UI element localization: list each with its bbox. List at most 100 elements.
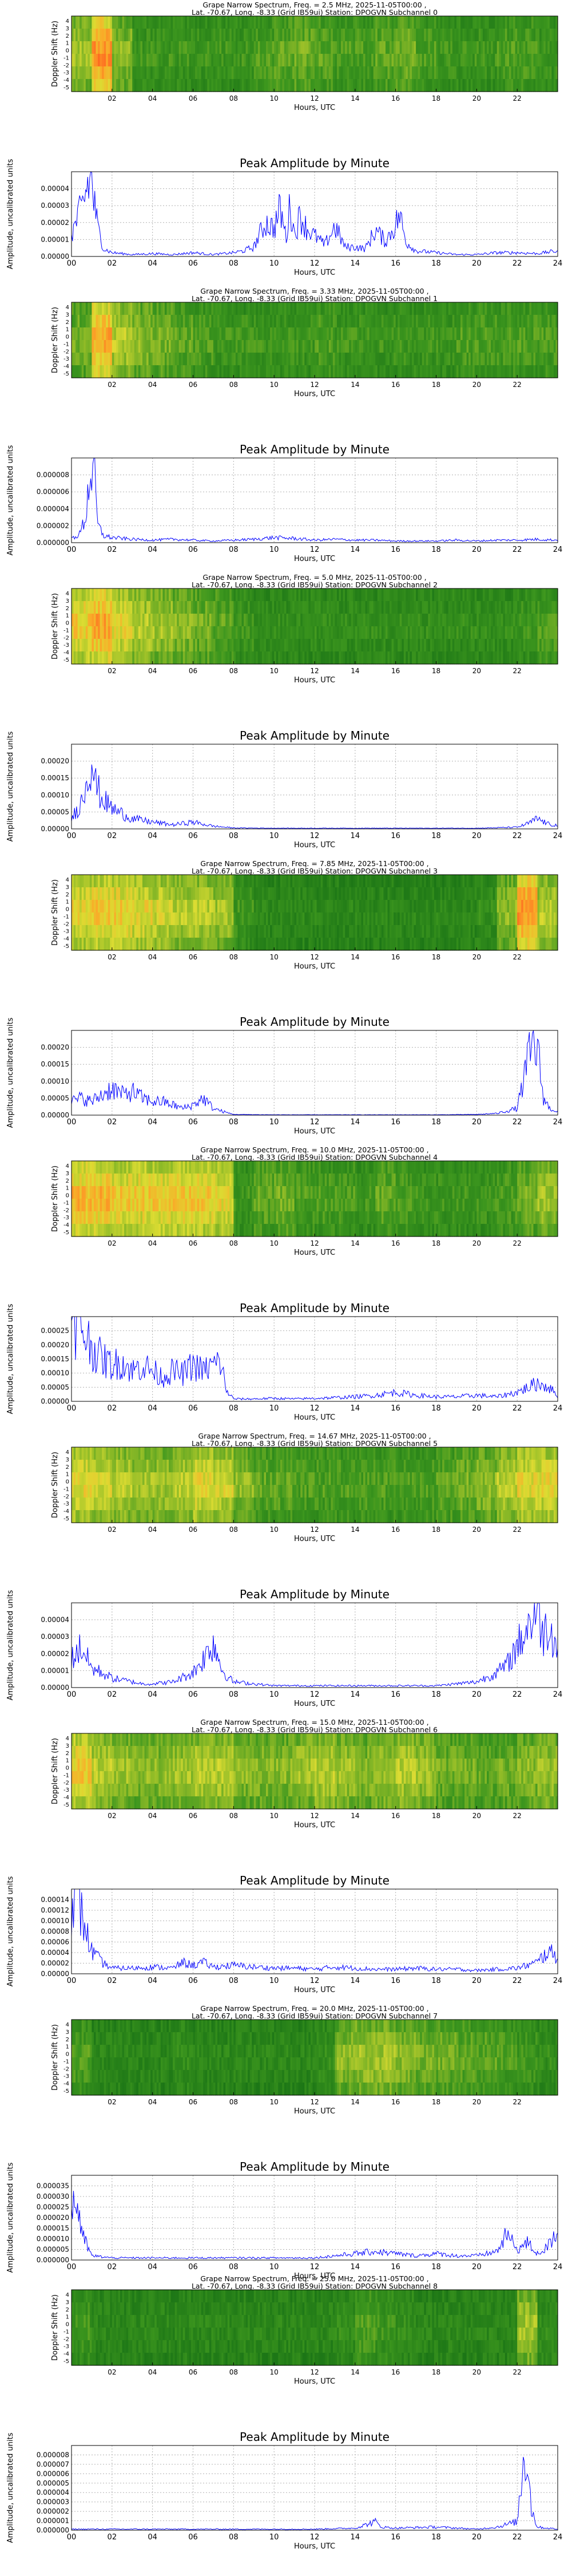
spectrogram-cell xyxy=(416,601,419,614)
spectrogram-cell xyxy=(365,29,368,42)
spectrogram-cell xyxy=(373,54,376,67)
spectrogram-cell xyxy=(555,302,558,315)
spectrogram-cell xyxy=(190,601,194,614)
spectrogram-cell xyxy=(174,66,177,80)
spectrogram-cell xyxy=(266,353,269,366)
spectrogram-cell xyxy=(201,41,204,54)
spectrogram-cell xyxy=(156,912,159,926)
spectrogram-cell xyxy=(205,302,208,315)
spectrogram-cell xyxy=(278,66,281,80)
spectrogram-cell xyxy=(412,651,415,665)
spectrogram-cell xyxy=(414,41,416,54)
spectrogram-cell xyxy=(341,614,344,627)
spectrogram-cell xyxy=(345,365,348,378)
spectrogram-cell xyxy=(422,601,424,614)
spectrogram-cell xyxy=(221,54,224,67)
spectrogram-cell xyxy=(387,327,390,341)
spectrogram-cell xyxy=(162,41,165,54)
spectrogram-cell xyxy=(128,639,131,652)
spectrogram-cell xyxy=(454,327,457,341)
spectrogram-chart: 02 04 06 08 10 12 14 16 18 20 2243210-1-2-3-4-5Hou… xyxy=(51,874,558,971)
spectrogram-cell xyxy=(270,41,273,54)
spectrogram-cell xyxy=(327,79,329,92)
spectrogram-cell xyxy=(394,29,396,42)
spectrogram-cell xyxy=(349,315,352,328)
spectrogram-cell xyxy=(124,29,127,42)
spectrogram-cell xyxy=(302,29,305,42)
spectrogram-cell xyxy=(186,365,190,378)
spectrogram-cell xyxy=(332,79,336,92)
spectrogram-cell xyxy=(476,639,479,652)
spectrogram-cell xyxy=(257,639,260,652)
spectrogram-cell xyxy=(77,938,80,951)
spectrogram-cell xyxy=(132,588,135,602)
x-tick-label: 08 xyxy=(229,667,238,675)
spectrogram-cell xyxy=(106,315,109,328)
spectrogram-cell xyxy=(92,79,94,92)
spectrogram-cell xyxy=(201,614,204,627)
spectrogram-cell xyxy=(406,54,408,67)
spectrogram-cell xyxy=(266,54,269,67)
y-tick-label: 4 xyxy=(66,18,69,25)
spectrogram-cell xyxy=(110,639,113,652)
spectrogram-cell xyxy=(347,601,349,614)
spectrogram-cell xyxy=(454,651,457,665)
spectrogram-cell xyxy=(239,54,243,67)
amplitude-chart: 00 02 04 06 08 10 12 14 16 18 20 22 240.000000.00005… xyxy=(6,731,562,850)
spectrogram-cell xyxy=(410,79,412,92)
spectrogram-cell xyxy=(276,614,279,627)
spectrogram-cell xyxy=(345,588,348,602)
spectrogram-cell xyxy=(199,601,202,614)
spectrogram-cell xyxy=(390,29,392,42)
spectrogram-cell xyxy=(416,16,419,29)
spectrogram-cell xyxy=(282,651,285,665)
spectrogram-cell xyxy=(266,79,269,92)
spectrogram-cell xyxy=(116,588,119,602)
spectrogram-cell xyxy=(335,66,337,80)
spectrogram-cell xyxy=(495,651,498,665)
spectrogram-cell xyxy=(276,651,279,665)
spectrogram-cell xyxy=(81,79,84,92)
spectrogram-cell xyxy=(219,41,222,54)
spectrogram-cell xyxy=(328,340,331,353)
spectrogram-cell xyxy=(197,353,200,366)
spectrogram-cell xyxy=(462,601,465,614)
spectrogram-cell xyxy=(225,79,228,92)
spectrogram-cell xyxy=(487,41,490,54)
spectrogram-cell xyxy=(302,41,305,54)
spectrogram-cell xyxy=(399,601,402,614)
spectrogram-cell xyxy=(77,875,80,888)
spectrogram-cell xyxy=(476,16,479,29)
spectrogram-cell xyxy=(160,79,163,92)
spectrogram-cell xyxy=(440,41,443,54)
spectrogram-cell xyxy=(406,340,408,353)
spectrogram-cell xyxy=(144,79,147,92)
spectrogram-cell xyxy=(128,340,131,353)
spectrogram-cell xyxy=(379,614,382,627)
spectrogram-cell xyxy=(169,588,172,602)
spectrogram-cell xyxy=(426,651,428,665)
spectrogram-cell xyxy=(197,887,200,900)
spectrogram-cell xyxy=(174,54,177,67)
spectrogram-cell xyxy=(72,614,74,627)
amplitude-chart: 00 02 04 06 08 10 12 14 16 18 20 22 240.000000.00001… xyxy=(6,159,562,277)
spectrogram-cell xyxy=(296,639,299,652)
spectrogram-cell xyxy=(428,340,431,353)
spectrogram-cell xyxy=(144,365,147,378)
spectrogram-cell xyxy=(492,340,495,353)
spectrogram-cell xyxy=(72,601,74,614)
spectrogram-cell xyxy=(341,601,344,614)
spectrogram-cell xyxy=(539,651,542,665)
spectrogram-cell xyxy=(205,925,208,938)
spectrogram-cell xyxy=(80,302,82,315)
spectrogram-cell xyxy=(549,614,552,627)
spectrogram-cell xyxy=(331,302,333,315)
spectrogram-cell xyxy=(173,900,176,913)
spectrogram-cell xyxy=(257,353,260,366)
spectrogram-cell xyxy=(292,41,295,54)
spectrogram-cell xyxy=(294,365,297,378)
spectrogram-cell xyxy=(332,66,336,80)
spectrogram-cell xyxy=(268,315,271,328)
spectrogram-cell xyxy=(193,340,196,353)
spectrogram-cell xyxy=(474,365,477,378)
